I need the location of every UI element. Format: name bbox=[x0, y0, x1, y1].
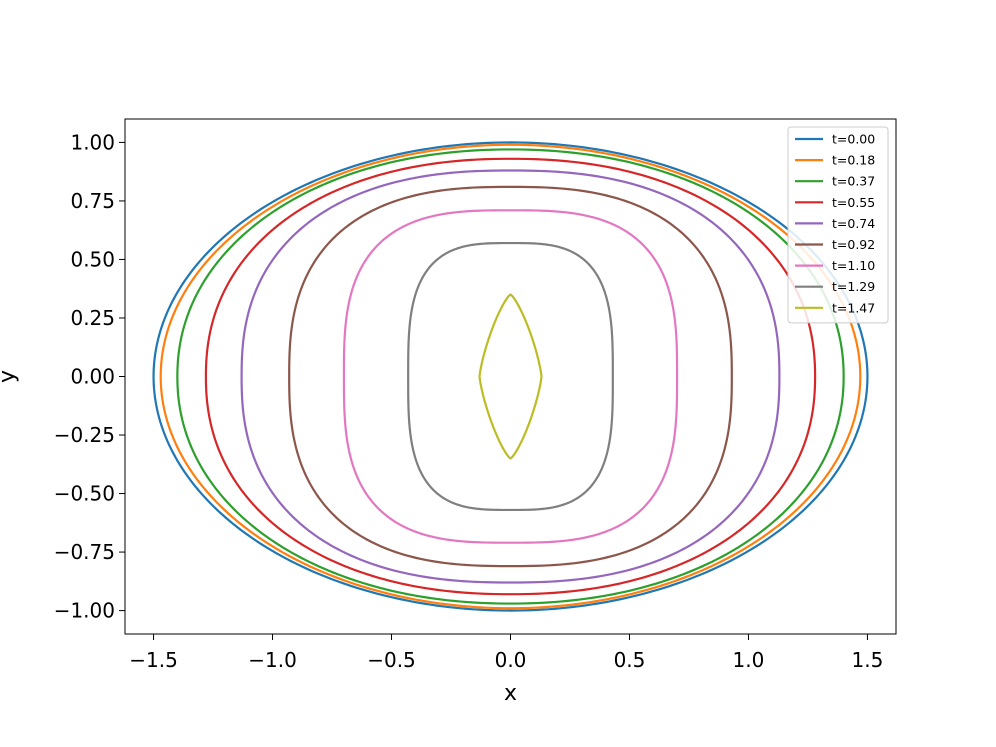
y-axis-label: y bbox=[0, 370, 20, 383]
series-line-3 bbox=[204, 157, 817, 596]
legend-entry: t=0.55 bbox=[832, 195, 875, 210]
y-tick-label: 0.75 bbox=[70, 189, 115, 213]
x-tick-label: −1.0 bbox=[248, 648, 297, 672]
legend-entry: t=0.92 bbox=[832, 237, 875, 252]
series-line-2 bbox=[176, 148, 845, 605]
legend-entry: t=1.29 bbox=[832, 279, 875, 294]
legend-entry: t=1.10 bbox=[832, 258, 875, 273]
y-tick-label: 0.25 bbox=[70, 306, 115, 330]
x-tick-label: −1.5 bbox=[129, 648, 178, 672]
y-tick-label: −1.00 bbox=[54, 599, 115, 623]
legend-entry: t=0.74 bbox=[832, 216, 875, 231]
x-tick-label: 0.0 bbox=[495, 648, 527, 672]
x-tick-label: 1.0 bbox=[733, 648, 765, 672]
series-line-6 bbox=[342, 209, 679, 544]
legend-entry: t=0.18 bbox=[832, 153, 875, 168]
y-tick-label: 1.00 bbox=[70, 130, 115, 154]
series-line-4 bbox=[240, 169, 781, 584]
y-axis: 1.00 0.75 0.50 0.25 0.00 −0.25 −0.50 −0.75 −1.00 bbox=[54, 130, 125, 623]
y-tick-label: −0.25 bbox=[54, 423, 115, 447]
x-axis-label: x bbox=[504, 681, 517, 706]
series-line-7 bbox=[407, 241, 614, 512]
x-tick-label: 0.5 bbox=[614, 648, 646, 672]
series-line-0 bbox=[152, 141, 869, 612]
series-line-5 bbox=[288, 185, 733, 568]
legend-entry: t=0.37 bbox=[832, 174, 875, 189]
series-line-8 bbox=[478, 293, 543, 460]
series-lines bbox=[152, 141, 869, 612]
legend-entry: t=0.00 bbox=[832, 132, 875, 147]
y-tick-label: 0.50 bbox=[70, 247, 115, 271]
legend-box bbox=[787, 126, 889, 324]
legend-entry: t=1.47 bbox=[832, 300, 875, 315]
series-line-1 bbox=[159, 143, 862, 610]
legend: t=0.00 t=0.18 t=0.37 t=0.55 t=0.74 t=0.92 t=1.… bbox=[787, 126, 889, 324]
y-tick-label: −0.75 bbox=[54, 540, 115, 564]
y-tick-label: 0.00 bbox=[70, 365, 115, 389]
x-tick-label: −0.5 bbox=[367, 648, 416, 672]
x-tick-label: 1.5 bbox=[852, 648, 884, 672]
x-axis: −1.5 −1.0 −0.5 0.0 0.5 1.0 1.5 bbox=[129, 634, 883, 672]
y-tick-label: −0.50 bbox=[54, 482, 115, 506]
